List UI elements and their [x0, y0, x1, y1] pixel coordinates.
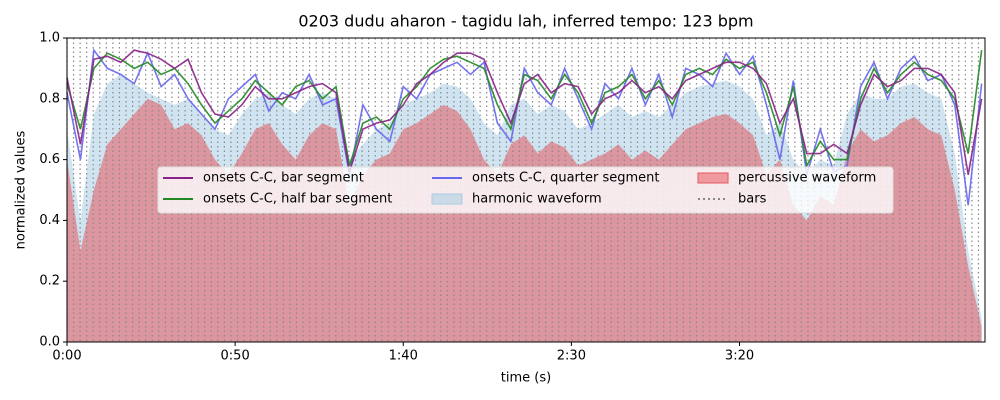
chart-title: 0203 dudu aharon - tagidu lah, inferred …: [298, 12, 753, 31]
legend-swatch: [431, 193, 463, 205]
x-tick-label: 0:00: [52, 349, 81, 364]
legend-label: percussive waveform: [738, 171, 876, 186]
x-tick-label: 3:20: [725, 349, 754, 364]
y-axis-label: normalized values: [14, 130, 29, 249]
line: [66, 49, 983, 175]
plot-frame: [66, 37, 986, 343]
y-tick-label: 0.6: [39, 152, 60, 167]
area: [67, 98, 982, 342]
x-tick-label: 1:40: [389, 349, 418, 364]
x-axis-label: time (s): [501, 371, 551, 386]
y-tick-label: 0.4: [39, 213, 60, 228]
legend-swatch: [697, 172, 729, 184]
legend-label: onsets C-C, bar segment: [203, 171, 364, 186]
x-tick-label: 2:30: [557, 349, 586, 364]
legend-label: bars: [738, 192, 767, 207]
legend-label: harmonic waveform: [472, 192, 602, 207]
y-tick-label: 0.0: [39, 335, 60, 350]
line: [66, 50, 983, 169]
legend-label: onsets C-C, quarter segment: [472, 171, 659, 186]
y-tick-label: 0.8: [39, 91, 60, 106]
x-tick-label: 0:50: [221, 349, 250, 364]
legend-label: onsets C-C, half bar segment: [203, 192, 392, 207]
y-tick-label: 1.0: [39, 31, 60, 46]
y-tick-label: 0.2: [39, 274, 60, 289]
